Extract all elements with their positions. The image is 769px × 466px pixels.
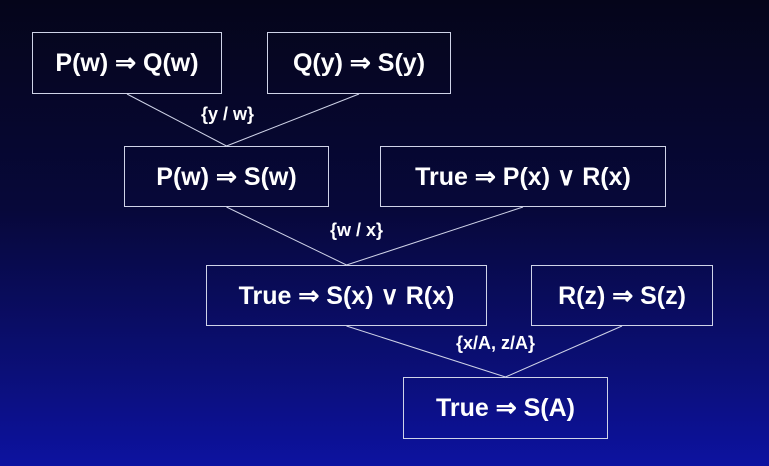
clause-true-implies-s-or-r: True ⇒ S(x) ∨ R(x) [206, 265, 487, 326]
edge-c3-to-c5 [226, 206, 347, 266]
clause-p-implies-s: P(w) ⇒ S(w) [124, 146, 329, 207]
substitution-w-x: {w / x} [330, 220, 384, 240]
clause-true-implies-s-a: True ⇒ S(A) [403, 377, 608, 439]
clause-true-implies-p-or-r: True ⇒ P(x) ∨ R(x) [380, 146, 666, 207]
clause-q-implies-s: Q(y) ⇒ S(y) [267, 32, 451, 94]
edge-c2-to-c3 [226, 93, 360, 147]
edge-c4-to-c5 [346, 206, 524, 266]
clause-p-implies-q: P(w) ⇒ Q(w) [32, 32, 222, 94]
substitution-x-a-z-a: {x/A, z/A} [456, 333, 536, 353]
edge-c1-to-c3 [126, 93, 227, 147]
substitution-y-w: {y / w} [201, 104, 255, 124]
edge-c5-to-c7 [346, 325, 506, 378]
edge-c6-to-c7 [505, 325, 623, 378]
clause-r-implies-s: R(z) ⇒ S(z) [531, 265, 713, 326]
